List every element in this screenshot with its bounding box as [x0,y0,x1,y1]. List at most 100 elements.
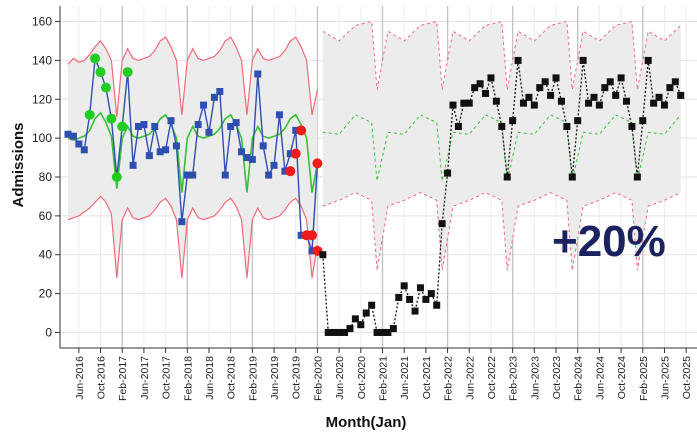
y-tick-label: 80 [39,170,53,184]
x-tick-label: Jun-2025 [659,356,671,400]
projected-point [438,220,446,228]
projected-point [655,93,663,101]
projected-point [389,325,397,333]
observed-point [275,111,283,119]
projected-point [324,328,332,336]
projected-point [612,91,620,99]
observed-point [189,171,197,179]
projected-point [519,99,527,107]
x-tick-label: Oct-2022 [486,356,498,399]
projected-point [660,101,668,109]
observed-point [308,247,316,255]
projected-point [574,117,582,125]
x-tick-label: Jun-2024 [594,356,606,400]
observed-point [265,171,273,179]
observed-point [140,121,148,129]
high-highlight-point [84,109,95,120]
x-tick-label: Oct-2025 [681,356,693,399]
projected-point [362,309,370,317]
observed-point [75,140,83,148]
x-tick-label: Oct-2024 [616,356,628,399]
observed-point [205,128,213,136]
projected-point [579,56,587,64]
x-tick-label: Jun-2023 [529,356,541,400]
projected-point [335,328,343,336]
observed-point [134,122,142,130]
projected-point [330,328,338,336]
change-annotation: +20% [552,217,666,266]
projected-point [557,97,565,105]
observed-point [297,231,305,239]
projected-point [373,328,381,336]
observed-point [162,146,170,154]
x-tick-labels: Jun-2016 Oct-2016 Feb-2017 Jun-2017 Oct-2017… [74,356,693,401]
confidence-band [68,21,681,279]
projected-point [444,169,452,177]
x-tick-label: Feb-2025 [638,356,650,401]
projected-point [568,173,576,181]
upper-limit-line [67,36,319,117]
projected-point [471,84,479,92]
observed-point [183,171,191,179]
x-tick-label: Feb-2024 [573,356,585,401]
projected-point [677,91,685,99]
high-highlight-point [122,67,133,78]
x-tick-label: Jun-2019 [269,356,281,400]
projected-point [563,122,571,130]
low-highlight-point [296,125,307,136]
lower-limit-line [67,195,319,279]
series-markers [64,53,685,336]
projected-point [525,93,533,101]
projected-point [509,117,517,125]
projected-point [406,295,414,303]
y-tick-label: 0 [45,325,52,339]
projected-point [400,282,408,290]
y-tick-label: 120 [32,92,52,106]
y-tick-label: 60 [39,209,53,223]
observed-point [216,88,224,95]
x-tick-label: Feb-2021 [378,356,390,401]
projected-point [379,328,386,336]
x-tick-label: Feb-2018 [182,356,194,401]
y-axis-title: Admissions [10,122,27,207]
y-tick-label: 160 [32,15,52,29]
observed-point [80,146,88,154]
observed-point [167,117,175,125]
x-tick-label: Jun-2021 [399,356,411,400]
projected-band [322,21,681,271]
high-highlight-point [90,53,101,64]
expected-line [67,111,319,193]
x-tick-label: Oct-2019 [291,356,303,399]
high-highlight-point [100,82,111,93]
projected-point [454,122,462,130]
projected-point [541,78,549,86]
observed-point [200,101,208,109]
observed-point [254,70,262,78]
projected-point [341,328,349,336]
projected-point [628,122,636,130]
projected-point [427,290,435,298]
projected-point [530,101,538,109]
observed-point [259,142,267,150]
x-tick-label: Feb-2022 [443,356,455,401]
observed-point [232,119,240,127]
projected-point [482,89,490,97]
projected-point [633,173,641,181]
low-highlight-point [285,166,296,177]
x-tick-label: Jun-2016 [74,356,86,400]
projected-point [433,301,441,309]
x-tick-label: Feb-2020 [312,356,324,401]
projected-point [351,315,359,323]
y-tick-label: 20 [39,287,53,301]
projected-point [460,99,468,107]
projected-point [639,117,647,125]
observed-point [286,150,294,158]
x-tick-label: Feb-2017 [117,356,129,401]
y-tick-label: 40 [39,248,53,262]
projected-point [601,84,609,92]
projected-point [384,328,392,336]
observed-point [129,161,137,169]
observed-point [194,121,202,129]
x-tick-label: Jun-2018 [204,356,216,400]
